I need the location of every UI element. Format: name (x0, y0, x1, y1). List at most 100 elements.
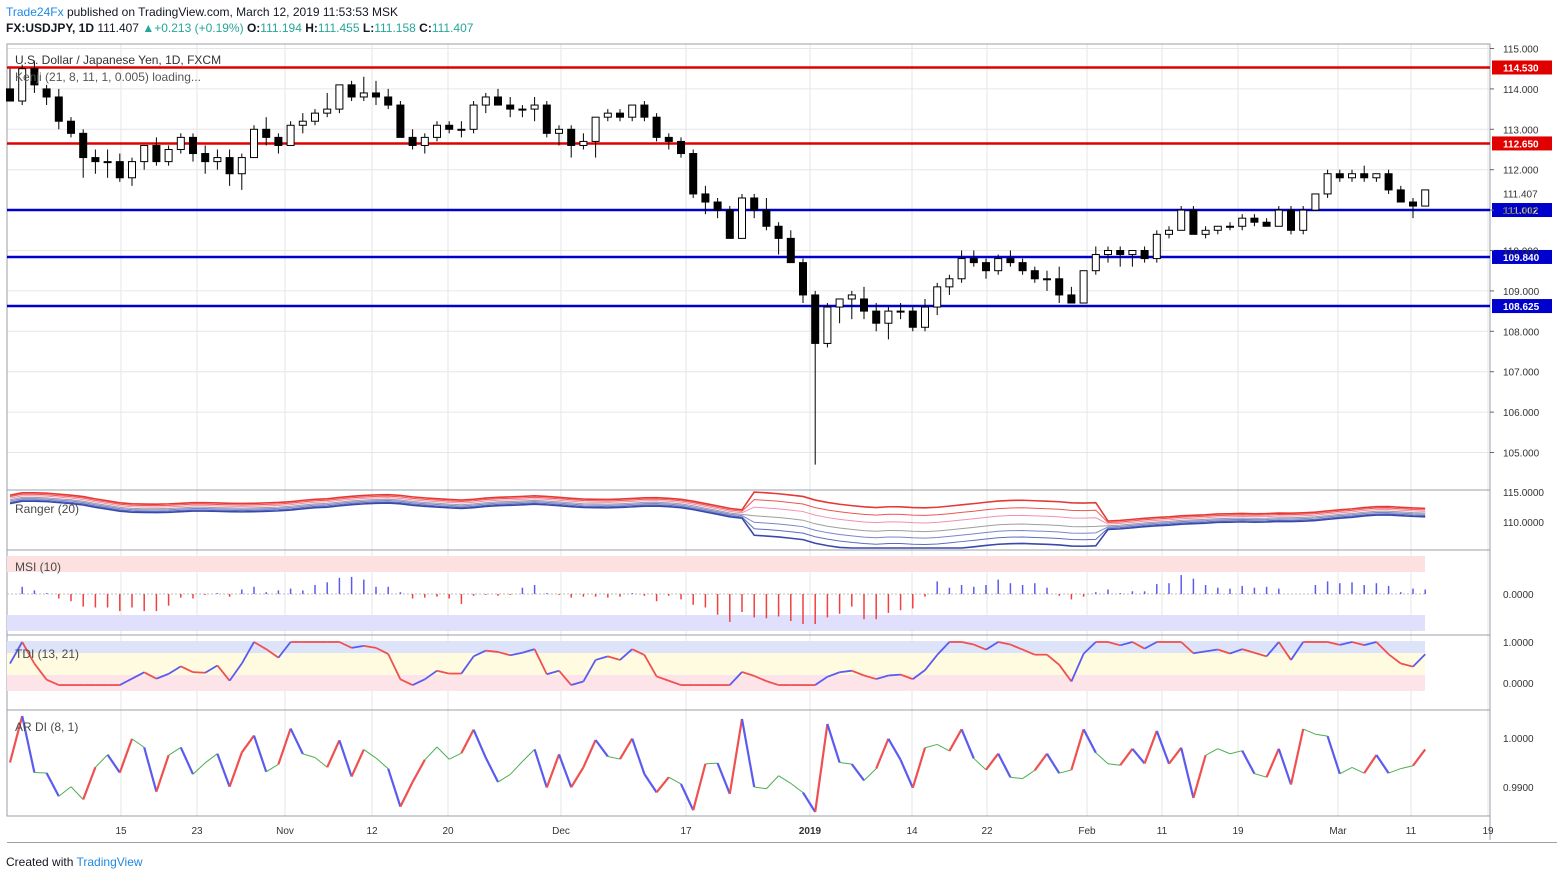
candle-body (1201, 229, 1210, 235)
ohlc-line: FX:USDJPY, 1D 111.407 ▲+0.213 (+0.19%) O… (6, 20, 473, 36)
ardi-line-segment (58, 786, 72, 797)
candle-body (1250, 217, 1259, 223)
tdi-line-segment (265, 648, 279, 659)
tdi-line-segment (1375, 641, 1390, 655)
ranger-band-line (9, 496, 1426, 533)
tdi-line-segment (753, 675, 767, 682)
msi-lower-zone (7, 615, 1425, 631)
high-value: 111.455 (317, 21, 360, 35)
tdi-line-segment (668, 679, 682, 686)
ardi-line-segment (716, 762, 731, 795)
ardi-line-segment (95, 754, 108, 768)
tdi-line-segment (961, 641, 974, 646)
ardi-line-segment (363, 749, 377, 759)
candle-body (1348, 173, 1356, 179)
candle-body (1274, 209, 1283, 227)
candle-body (579, 140, 588, 146)
ardi-line-segment (497, 773, 511, 783)
candle-body (994, 258, 1003, 272)
tdi-line-segment (1205, 648, 1218, 653)
ardi-line-segment (766, 775, 779, 790)
candle-body (201, 153, 210, 163)
ardi-line-segment (985, 753, 1000, 771)
date-tick-label: Nov (276, 826, 294, 837)
ardi-tick: 0.9900 (1503, 783, 1534, 794)
low-label: L: (362, 21, 375, 35)
ardi-line-segment (1289, 728, 1305, 785)
candle-body (677, 140, 685, 155)
candle-body (1043, 278, 1051, 281)
tdi-mid-zone (7, 653, 1425, 675)
tdi-line-segment (1388, 653, 1402, 665)
date-tick-label: Feb (1078, 826, 1096, 837)
candle-body (762, 209, 771, 227)
candle-body (786, 237, 795, 264)
tdi-line-segment (766, 680, 779, 686)
candle-body (774, 225, 783, 239)
ardi-line-segment (131, 738, 145, 748)
publisher-name[interactable]: Trade24Fx (6, 5, 64, 19)
candlestick-series (6, 60, 1430, 465)
ardi-line-segment (70, 786, 84, 800)
ardi-line-segment (1143, 730, 1158, 764)
ranger-label: Ranger (20) (15, 502, 79, 516)
tdi-line-segment (473, 649, 487, 658)
candle-body (445, 124, 454, 130)
candle-body (6, 88, 14, 102)
ardi-line-segment (655, 776, 670, 794)
ardi-line-segment (1119, 748, 1134, 766)
candle-body (933, 286, 942, 308)
ardi-line-segment (1010, 776, 1023, 780)
tdi-line-segment (400, 678, 413, 686)
chart-canvas[interactable]: 114.530 112.650 111.002 109.840 108.625 115.… (0, 0, 1565, 850)
ardi-line-segment (277, 728, 292, 765)
ardi-line-segment (1082, 728, 1097, 754)
ardi-line-segment (1363, 754, 1378, 774)
time-axis[interactable]: 15 23 Nov 12 20 Dec 17 2019 14 22 Feb 11 19 Mar 11 19 (115, 826, 1494, 837)
tdi-line-segment (607, 655, 621, 661)
ardi-line-segment (375, 757, 389, 770)
tdi-line-segment (741, 671, 755, 677)
date-tick-label: 12 (366, 826, 378, 837)
ardi-line-segment (472, 729, 487, 759)
tdi-line-segment (9, 641, 23, 664)
date-tick-label: 15 (115, 826, 127, 837)
candle-body (469, 104, 478, 130)
level-badge-label: 111.002 (1503, 206, 1538, 217)
ranger-band-line (9, 499, 1426, 546)
ardi-line-segment (802, 792, 817, 813)
candle-body (164, 149, 173, 163)
tdi-line-segment (1022, 648, 1036, 656)
candle-body (1311, 193, 1320, 211)
ardi-line-segment (484, 757, 499, 783)
price-tick-label: 115.000 (1503, 45, 1539, 56)
tdi-line-segment (1351, 641, 1365, 646)
price-tick-label: 113.000 (1503, 125, 1539, 136)
ardi-line-segment (594, 739, 609, 758)
ardi-line-segment (411, 759, 426, 783)
tdi-line-segment (863, 674, 877, 680)
ardi-line-segment (911, 747, 927, 789)
tdi-line-segment (387, 653, 402, 680)
tdi-line-segment (1254, 651, 1267, 658)
ardi-line-segment (436, 746, 450, 760)
price-tick-label: 107.000 (1503, 368, 1540, 379)
price-axis[interactable]: 115.000 114.000 113.000 112.000 111.000 110.0… (1490, 45, 1540, 460)
candle-body (1335, 173, 1344, 179)
ardi-line-segment (875, 738, 890, 770)
candle-body (408, 136, 417, 146)
tdi-line-segment (1400, 662, 1414, 668)
ardi-line-segment (448, 752, 462, 760)
candle-body (1384, 173, 1393, 191)
tradingview-logo[interactable]: TradingView (76, 855, 143, 869)
candle-body (286, 124, 295, 146)
ranger-band-line (9, 500, 1426, 549)
ardi-line-segment (1265, 748, 1280, 778)
ardi-line-segment (118, 738, 134, 773)
ardi-line-segment (960, 728, 975, 759)
ranger-band-line (9, 491, 1426, 522)
candle-body (115, 161, 124, 179)
tdi-line-segment (1131, 641, 1146, 650)
candle-body (396, 104, 405, 138)
ardi-indicator: 1.0000 0.9900 (8, 715, 1534, 813)
